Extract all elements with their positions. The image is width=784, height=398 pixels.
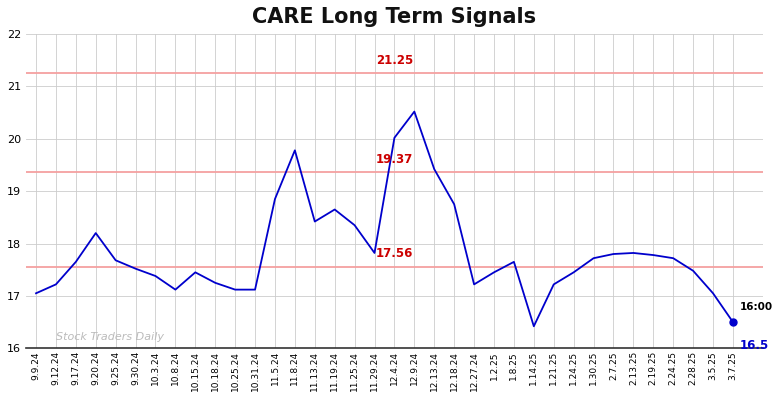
Text: 16.5: 16.5 [740, 339, 769, 352]
Text: 17.56: 17.56 [376, 247, 413, 260]
Text: 19.37: 19.37 [376, 152, 413, 166]
Title: CARE Long Term Signals: CARE Long Term Signals [252, 7, 536, 27]
Text: Stock Traders Daily: Stock Traders Daily [56, 332, 164, 342]
Text: 21.25: 21.25 [376, 54, 413, 67]
Text: 16:00: 16:00 [740, 302, 773, 312]
